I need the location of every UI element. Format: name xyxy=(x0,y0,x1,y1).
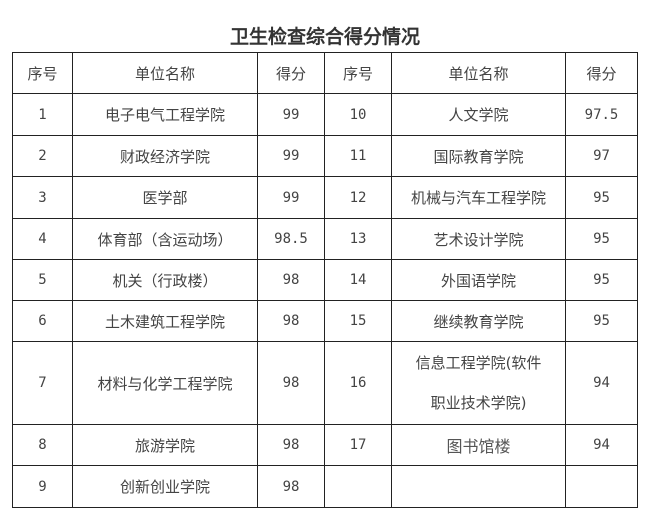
unit-name: 创新创业学院 xyxy=(72,465,258,508)
score: 95 xyxy=(565,259,638,301)
row-number: 16 xyxy=(324,341,392,425)
score: 99 xyxy=(257,176,325,219)
score: 98 xyxy=(257,341,325,425)
header-cell: 序号 xyxy=(324,52,392,94)
score: 98 xyxy=(257,259,325,301)
unit-name: 土木建筑工程学院 xyxy=(72,300,258,342)
unit-name: 国际教育学院 xyxy=(391,135,566,177)
row-number: 10 xyxy=(324,93,392,136)
table-row: 1 电子电气工程学院 99 10 人文学院 97.5 xyxy=(12,93,638,136)
empty-cell xyxy=(565,465,638,508)
table-row: 3 医学部 99 12 机械与汽车工程学院 95 xyxy=(12,176,638,219)
table-header-row: 序号 单位名称 得分 序号 单位名称 得分 xyxy=(12,52,638,94)
row-number: 7 xyxy=(12,341,73,425)
unit-name: 财政经济学院 xyxy=(72,135,258,177)
unit-name-line: 职业技术学院) xyxy=(430,394,527,412)
score: 95 xyxy=(565,176,638,219)
page-title: 卫生检查综合得分情况 xyxy=(229,26,420,48)
row-number: 2 xyxy=(12,135,73,177)
score: 95 xyxy=(565,218,638,260)
unit-name: 人文学院 xyxy=(391,93,566,136)
score: 97.5 xyxy=(565,93,638,136)
score: 94 xyxy=(565,424,638,466)
empty-cell xyxy=(391,465,566,508)
row-number: 15 xyxy=(324,300,392,342)
row-number: 13 xyxy=(324,218,392,260)
row-number: 6 xyxy=(12,300,73,342)
table-row: 5 机关（行政楼） 98 14 外国语学院 95 xyxy=(12,259,638,301)
unit-name: 体育部（含运动场） xyxy=(72,218,258,260)
header-cell: 单位名称 xyxy=(72,52,258,94)
score: 99 xyxy=(257,93,325,136)
score: 98.5 xyxy=(257,218,325,260)
header-cell: 得分 xyxy=(565,52,638,94)
unit-name: 图书馆楼 xyxy=(391,424,566,466)
table-row: 8 旅游学院 98 17 图书馆楼 94 xyxy=(12,424,638,466)
row-number: 11 xyxy=(324,135,392,177)
unit-name: 继续教育学院 xyxy=(391,300,566,342)
score: 94 xyxy=(565,341,638,425)
score: 97 xyxy=(565,135,638,177)
empty-cell xyxy=(324,465,392,508)
table-row: 9 创新创业学院 98 xyxy=(12,465,638,508)
unit-name: 材料与化学工程学院 xyxy=(72,341,258,425)
unit-name: 外国语学院 xyxy=(391,259,566,301)
table-row: 4 体育部（含运动场） 98.5 13 艺术设计学院 95 xyxy=(12,218,638,260)
table-row: 6 土木建筑工程学院 98 15 继续教育学院 95 xyxy=(12,300,638,342)
header-cell: 单位名称 xyxy=(391,52,566,94)
row-number: 1 xyxy=(12,93,73,136)
score: 98 xyxy=(257,300,325,342)
header-cell: 序号 xyxy=(12,52,73,94)
unit-name: 信息工程学院(软件 职业技术学院) xyxy=(391,341,566,425)
unit-name: 医学部 xyxy=(72,176,258,219)
row-number: 8 xyxy=(12,424,73,466)
row-number: 17 xyxy=(324,424,392,466)
score: 98 xyxy=(257,465,325,508)
header-cell: 得分 xyxy=(257,52,325,94)
row-number: 3 xyxy=(12,176,73,219)
table-row: 2 财政经济学院 99 11 国际教育学院 97 xyxy=(12,135,638,177)
row-number: 4 xyxy=(12,218,73,260)
unit-name: 机关（行政楼） xyxy=(72,259,258,301)
score-table: 序号 单位名称 得分 序号 单位名称 得分 1 电子电气工程学院 99 10 人… xyxy=(12,52,638,508)
score: 98 xyxy=(257,424,325,466)
score: 99 xyxy=(257,135,325,177)
table-row: 7 材料与化学工程学院 98 16 信息工程学院(软件 职业技术学院) 94 xyxy=(12,341,638,425)
row-number: 5 xyxy=(12,259,73,301)
unit-name: 艺术设计学院 xyxy=(391,218,566,260)
unit-name: 机械与汽车工程学院 xyxy=(391,176,566,219)
unit-name-line: 信息工程学院(软件 xyxy=(415,354,542,372)
row-number: 9 xyxy=(12,465,73,508)
unit-name: 电子电气工程学院 xyxy=(72,93,258,136)
unit-name: 旅游学院 xyxy=(72,424,258,466)
row-number: 12 xyxy=(324,176,392,219)
score: 95 xyxy=(565,300,638,342)
row-number: 14 xyxy=(324,259,392,301)
